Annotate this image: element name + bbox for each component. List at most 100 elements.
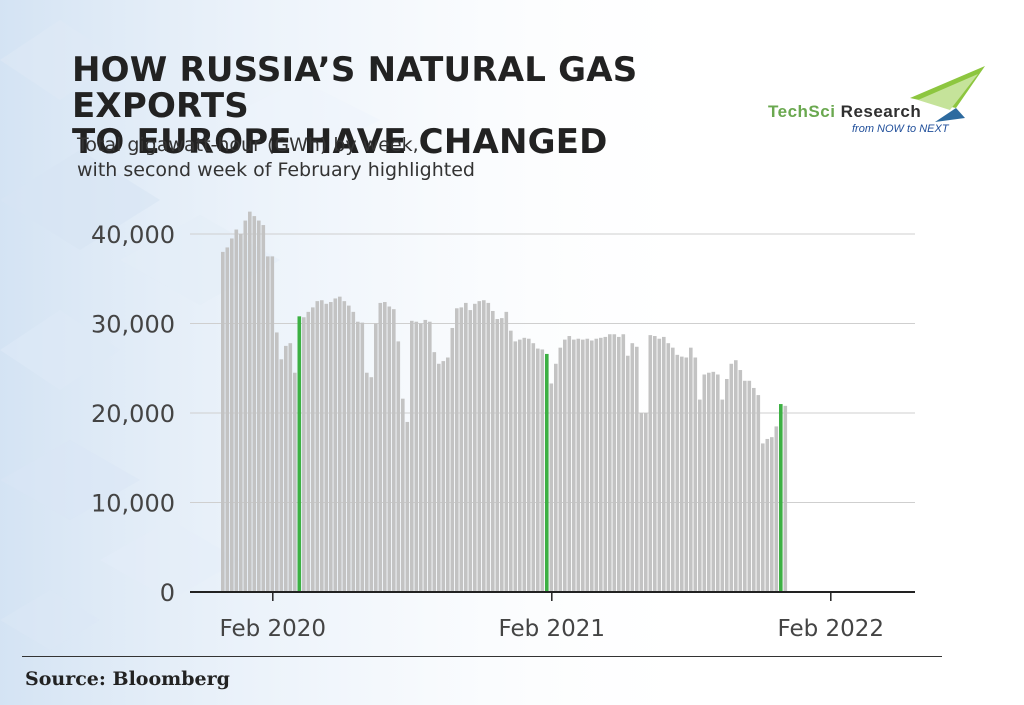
- bar: [279, 359, 284, 592]
- bar: [288, 343, 293, 592]
- bar: [599, 337, 603, 592]
- bar: [293, 372, 297, 592]
- chart-subtitle-line-2: with second week of February highlighted: [77, 159, 475, 181]
- bar: [657, 338, 662, 592]
- footer-divider: [22, 656, 942, 657]
- bar: [234, 229, 239, 592]
- bar: [378, 302, 383, 592]
- bar: [446, 357, 450, 592]
- bar: [455, 308, 459, 592]
- bar: [225, 247, 230, 592]
- bar: [248, 211, 252, 593]
- bar: [473, 303, 477, 592]
- y-tick-label: 10,000: [91, 490, 175, 518]
- y-tick-label: 0: [160, 579, 175, 607]
- bar: [482, 300, 486, 592]
- bar: [275, 332, 279, 592]
- bar: [761, 443, 765, 592]
- bar: [419, 323, 423, 592]
- x-tick-label: Feb 2022: [778, 616, 885, 642]
- bar: [662, 336, 666, 592]
- bar: [374, 323, 378, 592]
- bar: [387, 306, 392, 592]
- bar: [671, 347, 675, 592]
- bar: [608, 334, 612, 592]
- bar: [747, 380, 752, 592]
- bar: [284, 345, 288, 593]
- bar-highlighted: [779, 404, 783, 592]
- bar: [270, 256, 275, 593]
- bar: [572, 339, 576, 592]
- bar: [756, 395, 761, 592]
- bar: [698, 399, 702, 592]
- bar: [302, 317, 306, 592]
- bar: [257, 220, 261, 592]
- bar: [423, 319, 428, 592]
- bar: [311, 307, 315, 592]
- y-axis-tick-labels: 0 10,000 20,000 30,000 40,000: [91, 221, 175, 607]
- bar: [540, 349, 545, 592]
- bar: [648, 335, 653, 592]
- techsci-logo: TechSci Research from NOW to NEXT: [760, 60, 1000, 140]
- bar: [509, 330, 513, 592]
- x-tick-label: Feb 2020: [220, 616, 327, 642]
- bar: [612, 334, 617, 592]
- bar: [567, 336, 572, 592]
- bar: [333, 298, 338, 592]
- bar: [486, 302, 491, 592]
- bar: [495, 319, 500, 592]
- bar-highlighted: [297, 316, 302, 592]
- bar: [230, 238, 234, 592]
- bar: [581, 339, 585, 592]
- bar: [536, 348, 540, 592]
- bar: [369, 377, 374, 592]
- bar: [338, 296, 342, 592]
- bar: [774, 426, 779, 592]
- bar: [720, 399, 725, 592]
- bar: [441, 361, 446, 592]
- bar: [500, 318, 504, 592]
- bar: [558, 347, 563, 592]
- bar: [450, 327, 455, 592]
- bar: [266, 256, 270, 593]
- y-tick-label: 40,000: [91, 221, 175, 249]
- bar: [360, 322, 365, 592]
- bar: [626, 355, 630, 592]
- bar: [702, 374, 707, 592]
- bar: [765, 438, 770, 592]
- chart-title-line-2: TO EUROPE HAVE CHANGED: [72, 122, 608, 162]
- techsci-logo-swoosh-icon: [910, 66, 985, 122]
- bar: [365, 372, 369, 592]
- bar: [329, 302, 333, 592]
- bar: [639, 413, 644, 592]
- bar: [396, 341, 401, 592]
- bar: [617, 336, 621, 592]
- bar: [351, 311, 356, 592]
- x-axis: Feb 2020 Feb 2021 Feb 2022: [190, 591, 915, 642]
- bar: [770, 437, 774, 592]
- bar: [410, 320, 414, 592]
- bar: [707, 372, 711, 592]
- bar: [549, 383, 554, 592]
- bar: [324, 303, 329, 592]
- chart-subtitle-line-1: Total gigawatt-hour (GWh) by week,: [77, 134, 419, 156]
- bar: [320, 300, 324, 592]
- bar: [315, 301, 320, 593]
- logo-name: TechSci Research: [768, 102, 921, 122]
- bar: [590, 340, 594, 592]
- bar: [239, 234, 243, 592]
- bar: [576, 338, 581, 592]
- bar: [459, 307, 464, 592]
- bar: [594, 338, 599, 592]
- bar: [585, 338, 590, 592]
- bar: [738, 370, 743, 592]
- bar: [221, 251, 225, 592]
- bar: [347, 305, 351, 592]
- bar: [437, 363, 441, 592]
- source-label: Source: Bloomberg: [25, 668, 230, 690]
- logo-tagline: from NOW to NEXT: [852, 123, 949, 135]
- bar: [383, 302, 387, 592]
- bar: [414, 321, 419, 592]
- bar: [783, 405, 788, 592]
